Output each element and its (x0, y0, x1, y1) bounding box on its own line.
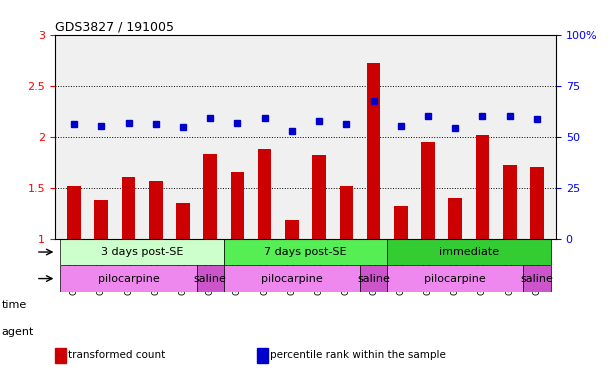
Text: percentile rank within the sample: percentile rank within the sample (270, 350, 446, 360)
Bar (312, 155, 326, 239)
Bar (387, 265, 524, 292)
Text: transformed count: transformed count (68, 350, 166, 360)
Bar (230, 172, 244, 239)
Text: agent: agent (2, 327, 34, 337)
Bar (421, 142, 435, 239)
Text: 3 days post-SE: 3 days post-SE (101, 247, 183, 257)
Bar (224, 239, 387, 265)
Bar (60, 265, 197, 292)
Text: pilocarpine: pilocarpine (261, 273, 323, 283)
Text: saline: saline (194, 273, 227, 283)
Text: saline: saline (521, 273, 554, 283)
Text: immediate: immediate (439, 247, 499, 257)
Bar (149, 180, 163, 239)
Bar (394, 206, 408, 239)
Bar (67, 185, 81, 239)
Bar (387, 239, 551, 265)
Bar (258, 149, 271, 239)
Bar (224, 265, 360, 292)
Text: 7 days post-SE: 7 days post-SE (264, 247, 347, 257)
Bar (340, 185, 353, 239)
Bar (503, 165, 516, 239)
Bar (176, 203, 190, 239)
Bar (367, 63, 381, 239)
Bar (95, 200, 108, 239)
Bar (285, 220, 299, 239)
Bar (530, 167, 544, 239)
Text: pilocarpine: pilocarpine (98, 273, 159, 283)
Bar (122, 177, 135, 239)
Bar (448, 198, 462, 239)
Bar (197, 265, 224, 292)
Text: GDS3827 / 191005: GDS3827 / 191005 (55, 20, 174, 33)
Bar (524, 265, 551, 292)
Text: pilocarpine: pilocarpine (425, 273, 486, 283)
Bar (360, 265, 387, 292)
Bar (203, 154, 217, 239)
Bar (476, 135, 489, 239)
Text: time: time (2, 300, 27, 310)
Text: saline: saline (357, 273, 390, 283)
Bar (60, 239, 224, 265)
